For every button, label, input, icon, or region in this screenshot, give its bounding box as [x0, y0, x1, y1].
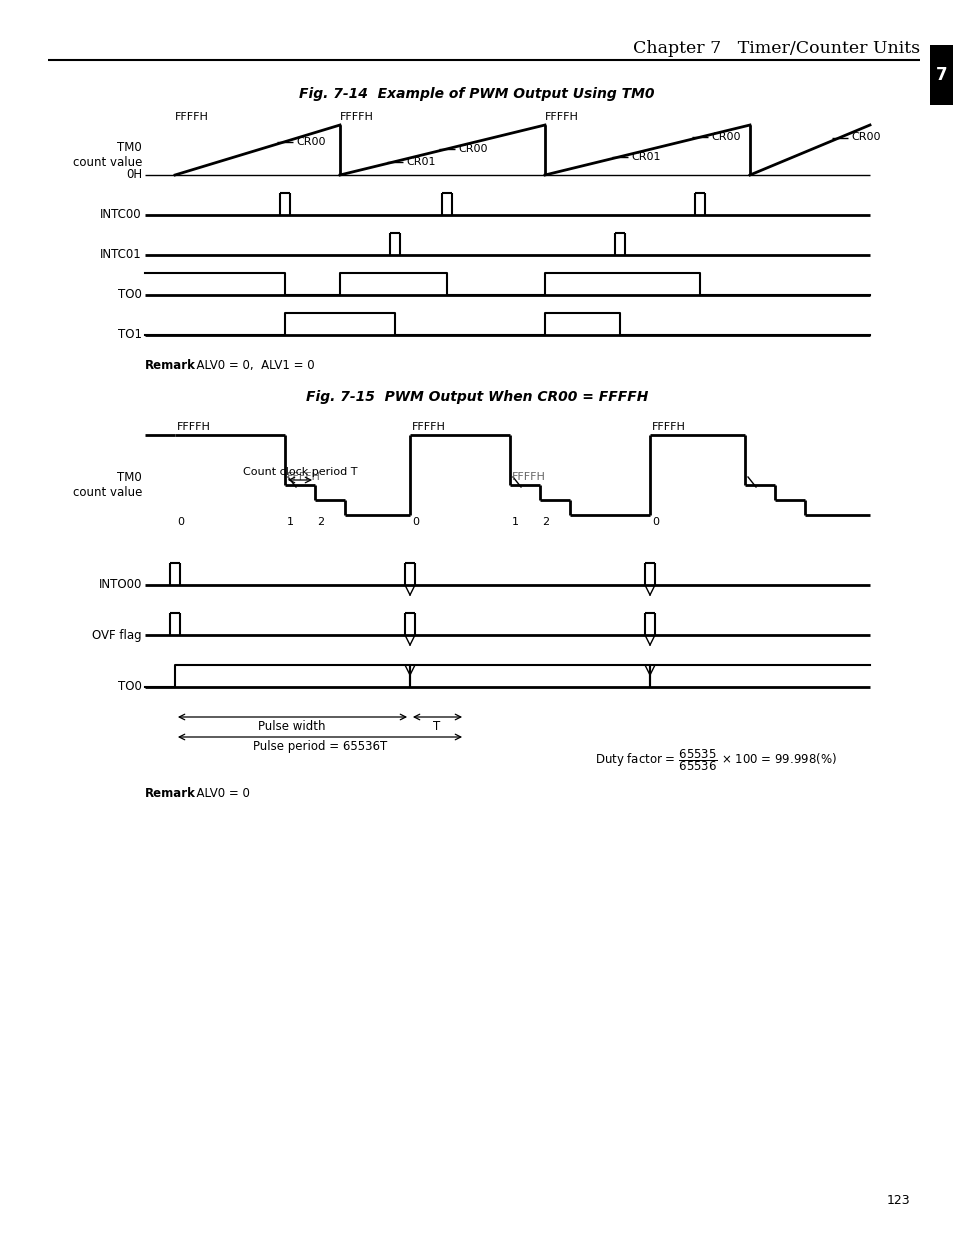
Text: CR00: CR00 — [850, 132, 880, 142]
Text: Fig. 7-15  PWM Output When CR00 = FFFFH: Fig. 7-15 PWM Output When CR00 = FFFFH — [306, 390, 647, 404]
Text: TM0
count value: TM0 count value — [72, 471, 142, 499]
Bar — [929, 44, 953, 105]
Text: 1: 1 — [287, 517, 294, 527]
Text: FFFFH: FFFFH — [512, 472, 545, 482]
Text: 2: 2 — [316, 517, 324, 527]
Text: Pulse period = 65536T: Pulse period = 65536T — [253, 740, 387, 753]
Text: 0: 0 — [412, 517, 418, 527]
Text: CR00: CR00 — [710, 132, 740, 142]
Text: INTO00: INTO00 — [98, 578, 142, 592]
Text: TO0: TO0 — [118, 680, 142, 694]
Text: OVF flag: OVF flag — [92, 629, 142, 641]
Text: TM0
count value: TM0 count value — [72, 141, 142, 169]
Text: Fig. 7-14  Example of PWM Output Using TM0: Fig. 7-14 Example of PWM Output Using TM… — [299, 86, 654, 101]
Text: INTC01: INTC01 — [100, 248, 142, 262]
Text: FFFFH: FFFFH — [174, 112, 209, 122]
Text: Duty factor = $\dfrac{65535}{65536}$ × 100 = 99.998(%): Duty factor = $\dfrac{65535}{65536}$ × 1… — [595, 747, 836, 773]
Text: TO0: TO0 — [118, 289, 142, 301]
Text: FFFFH: FFFFH — [339, 112, 374, 122]
Text: 123: 123 — [885, 1194, 909, 1207]
Text: 0: 0 — [651, 517, 659, 527]
Text: FFFFH: FFFFH — [287, 472, 320, 482]
Text: CR01: CR01 — [406, 157, 435, 167]
Text: CR00: CR00 — [457, 144, 487, 154]
Text: FFFFH: FFFFH — [651, 422, 685, 432]
Text: Remark: Remark — [145, 359, 195, 372]
Text: FFFFH: FFFFH — [412, 422, 445, 432]
Text: Pulse width: Pulse width — [258, 720, 325, 734]
Text: T: T — [433, 720, 440, 734]
Text: 1: 1 — [512, 517, 518, 527]
Text: CR00: CR00 — [295, 137, 325, 147]
Text: INTC00: INTC00 — [100, 209, 142, 221]
Text: ALV0 = 0: ALV0 = 0 — [189, 787, 250, 800]
Text: Chapter 7   Timer/Counter Units: Chapter 7 Timer/Counter Units — [632, 40, 919, 57]
Text: Count clock period T: Count clock period T — [242, 467, 356, 477]
Text: 0: 0 — [177, 517, 184, 527]
Text: ALV0 = 0,  ALV1 = 0: ALV0 = 0, ALV1 = 0 — [189, 359, 314, 372]
Text: CR01: CR01 — [630, 152, 659, 162]
Text: 7: 7 — [935, 65, 947, 84]
Text: Remark: Remark — [145, 787, 195, 800]
Text: TO1: TO1 — [118, 329, 142, 342]
Text: FFFFH: FFFFH — [544, 112, 578, 122]
Text: 2: 2 — [541, 517, 549, 527]
Text: 0H: 0H — [126, 168, 142, 182]
Text: FFFFH: FFFFH — [177, 422, 211, 432]
